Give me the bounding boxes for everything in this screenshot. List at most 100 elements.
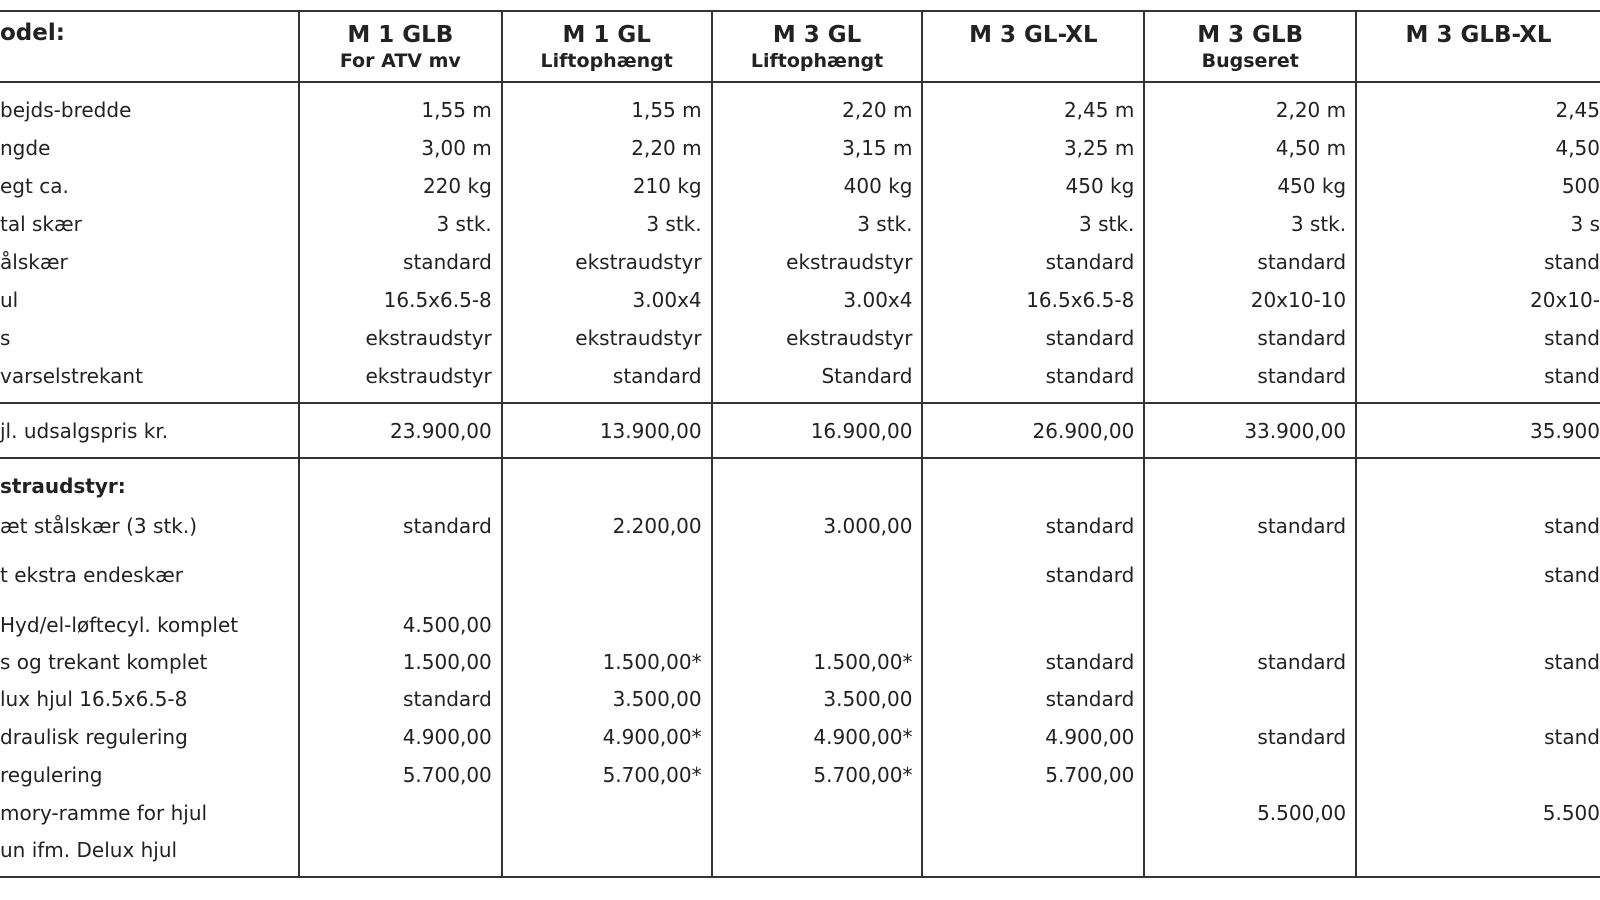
cell-value: 26.900,00 [921, 402, 1146, 458]
cell-value: 5.700,00 [921, 753, 1146, 797]
cell-value: 4,50 [1355, 129, 1600, 167]
cell-value [1143, 547, 1358, 603]
cell-value [1143, 467, 1358, 505]
cell-value: 5.500 [1355, 797, 1600, 829]
model-header: M 3 GL-XL [921, 10, 1146, 82]
row-label: regulering [0, 753, 300, 797]
cell-value: 1,55 m [500, 91, 713, 129]
extra-row: æt stålskær (3 stk.) standard 2.200,00 3.00… [0, 505, 1600, 547]
spacer-row [0, 395, 1600, 403]
cell-value: 2,20 m [1143, 91, 1358, 129]
cell-value: 450 kg [921, 167, 1146, 205]
extra-row: draulisk regulering 4.900,00 4.900,00* 4.90… [0, 721, 1600, 753]
cell-value: 1.500,00 [297, 647, 503, 677]
header-row: odel: M 1 GLB For ATV mv M 1 GL Liftophængt M… [0, 10, 1600, 82]
row-label: straudstyr: [0, 467, 300, 505]
model-header: M 3 GL Liftophængt [710, 10, 924, 82]
price-spec-table: odel: M 1 GLB For ATV mv M 1 GL Liftophængt M… [0, 10, 1600, 878]
cell-value: 4,50 m [1143, 129, 1358, 167]
cell-value [710, 797, 924, 829]
cell-value: standard [921, 547, 1146, 603]
cell-value: 33.900,00 [1143, 402, 1358, 458]
model-header: M 1 GL Liftophængt [500, 10, 713, 82]
cell-value: 4.500,00 [297, 603, 503, 647]
cell-value: 3 stk. [710, 205, 924, 243]
extra-row: mory-ramme for hjul 5.500,00 5.500 [0, 797, 1600, 829]
model-header: M 3 GLB Bugseret [1143, 10, 1358, 82]
model-name: M 1 GLB [347, 22, 454, 48]
cell-value [500, 467, 713, 505]
cell-value: 1.500,00* [500, 647, 713, 677]
cell-value: 3.500,00 [710, 677, 924, 721]
row-label: lux hjul 16.5x6.5-8 [0, 677, 300, 721]
spacer-row [0, 871, 1600, 878]
cell-value: stand [1355, 547, 1600, 603]
cell-value: 2,20 m [710, 91, 924, 129]
extra-row: s og trekant komplet 1.500,00 1.500,00* 1.5… [0, 647, 1600, 677]
cell-value: 4.900,00* [500, 721, 713, 753]
model-header: M 1 GLB For ATV mv [297, 10, 503, 82]
spec-row: s ekstraudstyr ekstraudstyr ekstraudstyr sta… [0, 319, 1600, 357]
cell-value: stand [1355, 357, 1600, 395]
cell-value: standard [1143, 243, 1358, 281]
cell-value: Standard [710, 357, 924, 395]
cell-value: stand [1355, 243, 1600, 281]
cell-value [1355, 753, 1600, 797]
cell-value: 4.900,00 [297, 721, 503, 753]
extras-title-row: straudstyr: [0, 467, 1600, 505]
cell-value [710, 603, 924, 647]
cell-value: 3.00x4 [500, 281, 713, 319]
row-label: Hyd/el-løftecyl. komplet [0, 603, 300, 647]
row-label: varselstrekant [0, 357, 300, 395]
row-label: s [0, 319, 300, 357]
cell-value: stand [1355, 319, 1600, 357]
cell-value: ekstraudstyr [297, 319, 503, 357]
cell-value [710, 467, 924, 505]
cell-value: 3 stk. [921, 205, 1146, 243]
cell-value [500, 547, 713, 603]
cell-value: standard [921, 357, 1146, 395]
row-label: æt stålskær (3 stk.) [0, 505, 300, 547]
row-label: s og trekant komplet [0, 647, 300, 677]
cell-value [500, 829, 713, 871]
row-label: tal skær [0, 205, 300, 243]
row-label: bejds-bredde [0, 91, 300, 129]
cell-value: 13.900,00 [500, 402, 713, 458]
cell-value: standard [297, 677, 503, 721]
model-header: M 3 GLB-XL [1355, 10, 1600, 82]
extra-row: un ifm. Delux hjul [0, 829, 1600, 871]
cell-value [500, 797, 713, 829]
cell-value: 220 kg [297, 167, 503, 205]
spacer-row [0, 457, 1600, 467]
cell-value: 5.700,00 [297, 753, 503, 797]
model-name: M 3 GL [772, 22, 862, 48]
cell-value: 2,20 m [500, 129, 713, 167]
spec-row: tal skær 3 stk. 3 stk. 3 stk. 3 stk. 3 stk. 3 … [0, 205, 1600, 243]
cell-value [297, 829, 503, 871]
cell-value [1143, 677, 1358, 721]
cell-value: standard [921, 243, 1146, 281]
cell-value: 2.200,00 [500, 505, 713, 547]
spec-row: ålskær standard ekstraudstyr ekstraudstyr st… [0, 243, 1600, 281]
row-label: un ifm. Delux hjul [0, 829, 300, 871]
cell-value: stand [1355, 647, 1600, 677]
spacer-row [0, 81, 1600, 91]
model-subtitle: Bugseret [1201, 50, 1299, 72]
model-subtitle: Liftophængt [540, 50, 673, 72]
cell-value [500, 603, 713, 647]
cell-value [297, 547, 503, 603]
cell-value: standard [921, 677, 1146, 721]
cell-value [921, 467, 1146, 505]
cell-value: 16.5x6.5-8 [297, 281, 503, 319]
cell-value: ekstraudstyr [297, 357, 503, 395]
row-label: t ekstra endeskær [0, 547, 300, 603]
spec-row: ul 16.5x6.5-8 3.00x4 3.00x4 16.5x6.5-8 20x10-… [0, 281, 1600, 319]
cell-value [297, 467, 503, 505]
extra-row: lux hjul 16.5x6.5-8 standard 3.500,00 3.500… [0, 677, 1600, 721]
cell-value: 3,00 m [297, 129, 503, 167]
cell-value: 3.00x4 [710, 281, 924, 319]
cell-value: 3 stk. [297, 205, 503, 243]
row-label: egt ca. [0, 167, 300, 205]
cell-value: 20x10-10 [1143, 281, 1358, 319]
cell-value: 5.700,00* [500, 753, 713, 797]
